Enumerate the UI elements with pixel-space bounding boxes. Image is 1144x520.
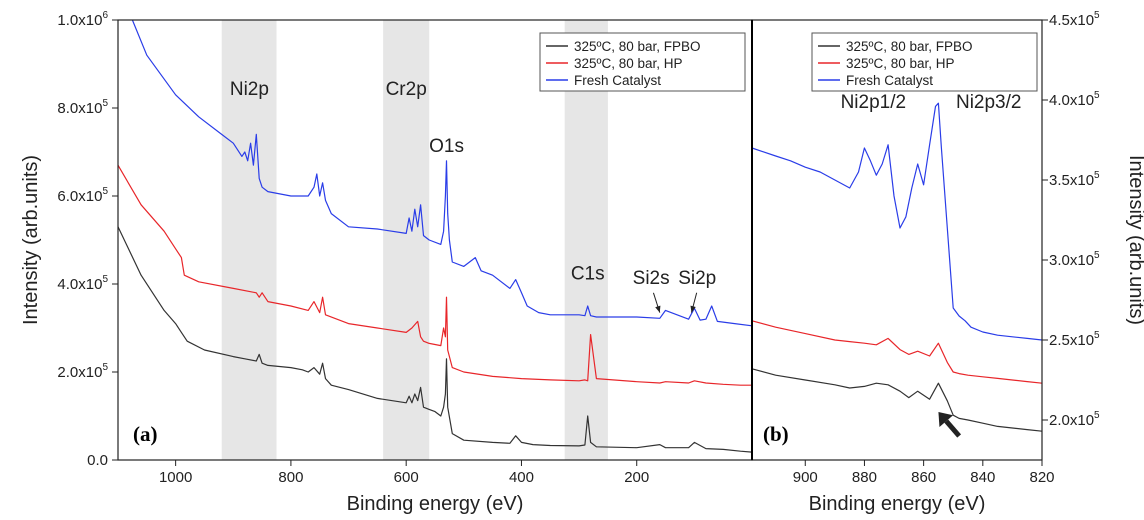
y-tick-label: 3.0x105 — [1049, 250, 1100, 269]
x-tick-label: 840 — [970, 469, 995, 486]
y-tick-label: 0.0 — [87, 452, 108, 469]
x-tick-label: 400 — [509, 469, 534, 486]
legend-entry: Fresh Catalyst — [846, 73, 933, 88]
x-tick-label: 1000 — [159, 469, 192, 486]
x-axis-title-a: Binding energy (eV) — [347, 493, 524, 515]
y-tick-label: 2.0x105 — [1049, 410, 1100, 429]
series-line — [751, 102, 1043, 341]
y-tick-label: 6.0x105 — [57, 186, 108, 205]
legend-b: 325ºC, 80 bar, FPBO 325ºC, 80 bar, HP Fres… — [811, 32, 1038, 92]
series-line — [751, 368, 1043, 432]
x-tick-label: 880 — [852, 469, 877, 486]
y-tick-label: 3.5x105 — [1049, 170, 1100, 189]
arrow-head — [690, 305, 696, 313]
y-ticks-b: 2.0x105 2.5x105 3.0x105 3.5x105 4.0x105 4.5x1… — [1042, 10, 1100, 429]
y-axis-title-left: Intensity (arb.units) — [20, 155, 42, 325]
panel-a: 1000 800 600 400 200 0.0 2.0x105 4.0x105 6.0x10… — [20, 10, 753, 515]
shaded-region — [383, 20, 430, 460]
legend-entry: 325ºC, 80 bar, FPBO — [846, 39, 973, 54]
arrow-head — [938, 412, 954, 427]
peak-label: Ni2p — [230, 79, 269, 100]
peak-label: Si2s — [633, 268, 670, 289]
peak-label: Ni2p1/2 — [841, 92, 907, 113]
legend-entry: 325ºC, 80 bar, HP — [846, 56, 955, 71]
y-ticks-a: 0.0 2.0x105 4.0x105 6.0x105 8.0x105 1.0x106 — [57, 10, 118, 469]
legend-entry: 325ºC, 80 bar, HP — [574, 56, 683, 71]
y-tick-label: 2.5x105 — [1049, 330, 1100, 349]
y-tick-label: 2.0x105 — [57, 362, 108, 381]
series-line — [117, 164, 752, 386]
shaded-region — [221, 20, 277, 460]
series-line — [131, 19, 753, 327]
legend-entry: 325ºC, 80 bar, FPBO — [574, 39, 701, 54]
legend-a: 325ºC, 80 bar, FPBO 325ºC, 80 bar, HP Fres… — [539, 32, 746, 92]
shaded-region — [564, 20, 608, 460]
arrow-head — [655, 305, 661, 313]
peak-label: O1s — [429, 136, 464, 157]
peak-labels-a: Ni2p Cr2p O1s C1s Si2s Si2p — [230, 79, 716, 289]
legend-box — [811, 32, 1038, 92]
y-axis-title-right: Intensity (arb.units) — [1125, 155, 1144, 325]
peak-label: Si2p — [678, 268, 716, 289]
x-tick-label: 820 — [1029, 469, 1054, 486]
legend-entry: Fresh Catalyst — [574, 73, 661, 88]
x-tick-label: 800 — [278, 469, 303, 486]
series-line — [117, 226, 753, 453]
peak-label: C1s — [571, 264, 605, 285]
y-tick-label: 8.0x105 — [57, 98, 108, 117]
y-tick-label: 4.5x105 — [1049, 10, 1100, 29]
series-lines — [117, 19, 753, 453]
peak-labels-b: Ni2p1/2 Ni2p3/2 — [841, 92, 1022, 113]
x-tick-label: 860 — [911, 469, 936, 486]
peak-label: Cr2p — [386, 79, 427, 100]
x-tick-label: 900 — [793, 469, 818, 486]
x-tick-label: 600 — [394, 469, 419, 486]
x-ticks-a: 1000 800 600 400 200 — [159, 460, 649, 486]
y-tick-label: 4.0x105 — [1049, 90, 1100, 109]
shaded-regions — [221, 20, 608, 460]
panel-b: 900 880 860 840 820 2.0x105 2.5x105 3.0x105 3.5… — [751, 10, 1144, 515]
x-axis-title-b: Binding energy (eV) — [809, 493, 986, 515]
series-line — [751, 320, 1043, 384]
panel-label-b: (b) — [763, 422, 789, 446]
highlight-arrow — [938, 412, 962, 438]
y-tick-label: 4.0x105 — [57, 274, 108, 293]
series-lines-b — [751, 102, 1043, 432]
peak-label: Ni2p3/2 — [956, 92, 1022, 113]
x-tick-label: 200 — [624, 469, 649, 486]
panel-label-a: (a) — [133, 422, 158, 446]
y-tick-label: 1.0x106 — [57, 10, 108, 29]
peak-arrows-a — [652, 292, 698, 313]
x-ticks-b: 900 880 860 840 820 — [793, 460, 1055, 486]
arrow-shaft — [944, 419, 962, 438]
legend-box — [539, 32, 746, 92]
